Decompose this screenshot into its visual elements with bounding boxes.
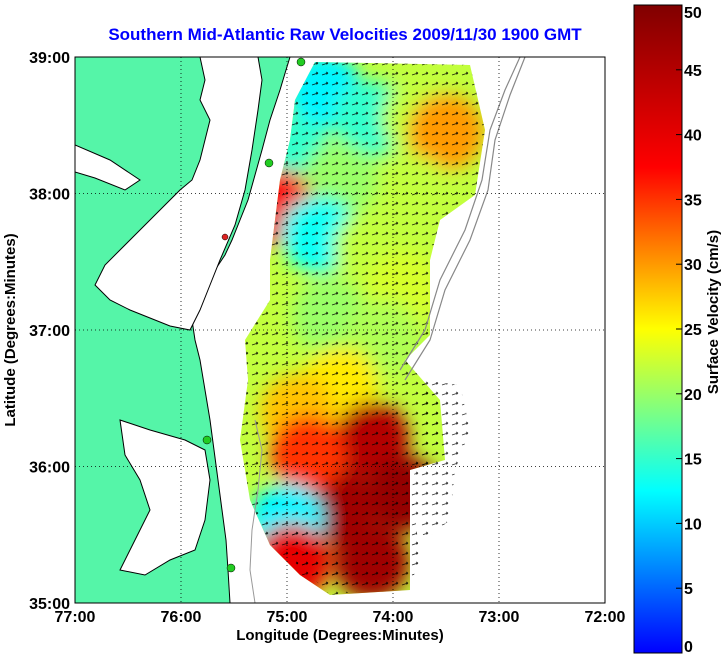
x-tick-label: 77:00 <box>55 609 96 626</box>
colorbar-tick-label: 10 <box>684 516 702 533</box>
station-marker <box>226 563 236 573</box>
colorbar-ticks: 0 5 10 15 20 25 30 35 40 45 50 <box>676 4 702 656</box>
x-axis-label: Longitude (Degrees:Minutes) <box>236 627 444 644</box>
y-tick-label: 37:00 <box>29 323 70 340</box>
y-tick-label: 39:00 <box>29 50 70 67</box>
chesapeake-bay <box>94 57 263 331</box>
y-axis: 35:00 36:00 37:00 38:00 39:00 <box>29 50 70 613</box>
colorbar-tick-label: 0 <box>684 639 693 656</box>
colorbar <box>633 4 683 654</box>
station-marker <box>221 233 229 241</box>
colorbar-tick-label: 20 <box>684 387 702 404</box>
river-inlet <box>75 144 141 191</box>
y-tick-label: 35:00 <box>29 596 70 613</box>
bathymetry-contour-2 <box>404 57 526 381</box>
bathymetry-contour-3 <box>249 419 263 603</box>
x-axis: 77:00 76:00 75:00 74:00 73:00 72:00 <box>55 609 626 626</box>
plot-frame <box>74 56 606 604</box>
sound-water <box>119 419 211 576</box>
colorbar-label: Surface Velocity (cm/s) <box>705 230 722 394</box>
x-tick-label: 72:00 <box>585 609 626 626</box>
colorbar-tick-label: 5 <box>684 581 693 598</box>
bathymetry-contour-1 <box>399 57 521 371</box>
colorbar-tick-label: 35 <box>684 192 702 209</box>
y-tick-label: 38:00 <box>29 187 70 204</box>
y-tick-label: 36:00 <box>29 460 70 477</box>
station-marker <box>264 158 274 168</box>
y-axis-label: Latitude (Degrees:Minutes) <box>2 233 19 426</box>
x-tick-label: 73:00 <box>479 609 520 626</box>
x-tick-label: 75:00 <box>267 609 308 626</box>
colorbar-tick-label: 15 <box>684 452 702 469</box>
arrow-spread-east <box>410 380 470 540</box>
x-tick-label: 74:00 <box>373 609 414 626</box>
x-tick-label: 76:00 <box>161 609 202 626</box>
grid <box>75 57 605 603</box>
station-marker <box>202 435 212 445</box>
chart-title: Southern Mid-Atlantic Raw Velocities 200… <box>108 25 582 44</box>
colorbar-tick-label: 30 <box>684 257 702 274</box>
arrow-spread-south <box>290 530 345 585</box>
colorbar-tick-label: 45 <box>684 63 702 80</box>
colorbar-tick-label: 50 <box>684 5 702 22</box>
colorbar-tick-label: 25 <box>684 322 702 339</box>
colorbar-tick-label: 40 <box>684 128 702 145</box>
station-marker <box>296 57 306 67</box>
